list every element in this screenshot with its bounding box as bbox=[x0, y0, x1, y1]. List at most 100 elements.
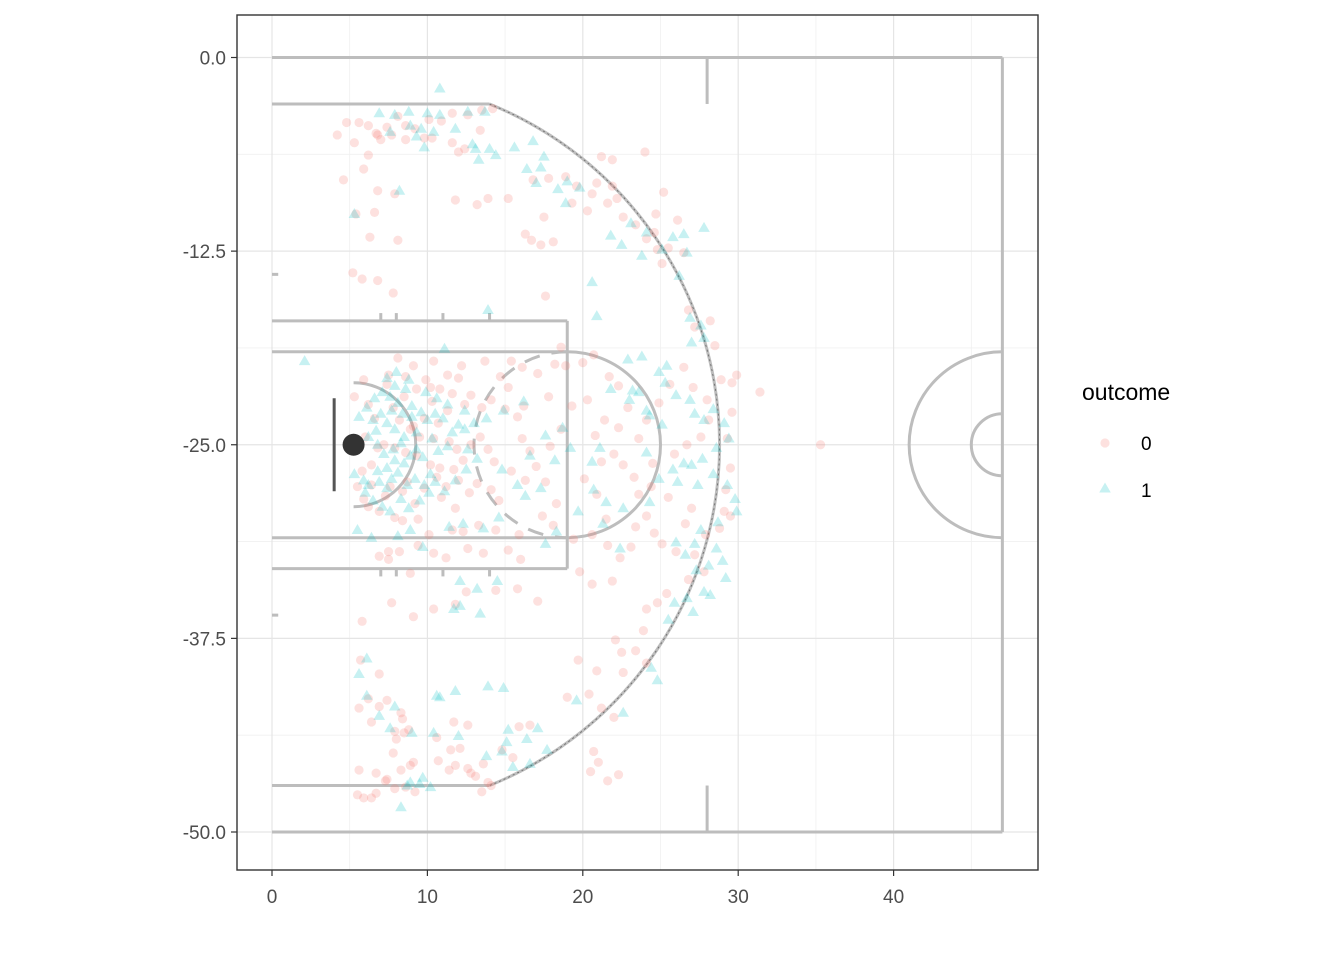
point-outcome-0 bbox=[463, 110, 473, 120]
point-outcome-0 bbox=[450, 195, 460, 205]
point-outcome-0 bbox=[520, 475, 530, 485]
point-outcome-1 bbox=[421, 413, 434, 424]
point-outcome-0 bbox=[453, 373, 464, 383]
panel-background bbox=[237, 15, 1038, 870]
point-outcome-0 bbox=[641, 511, 652, 521]
point-outcome-0 bbox=[388, 288, 398, 298]
point-outcome-0 bbox=[455, 743, 465, 753]
point-outcome-1 bbox=[351, 523, 364, 534]
point-outcome-0 bbox=[626, 542, 636, 552]
point-outcome-1 bbox=[418, 479, 431, 490]
point-outcome-0 bbox=[463, 720, 473, 730]
point-outcome-0 bbox=[421, 375, 431, 385]
point-outcome-1 bbox=[480, 750, 493, 761]
point-outcome-1 bbox=[395, 801, 407, 812]
point-outcome-0 bbox=[613, 381, 624, 391]
point-outcome-1 bbox=[493, 511, 505, 522]
point-outcome-1 bbox=[474, 607, 487, 618]
point-outcome-1 bbox=[421, 107, 434, 118]
point-outcome-0 bbox=[425, 460, 436, 470]
y-axis: 0.0 -12.5 -25.0 -37.5 -50.0 bbox=[183, 49, 237, 844]
point-outcome-0 bbox=[491, 525, 501, 535]
point-outcome-0 bbox=[603, 776, 613, 786]
point-outcome-0 bbox=[641, 604, 652, 614]
point-outcome-0 bbox=[537, 511, 547, 521]
point-outcome-0 bbox=[649, 227, 659, 238]
x-tick-label: 10 bbox=[417, 887, 438, 908]
point-outcome-1 bbox=[401, 479, 413, 490]
point-outcome-1 bbox=[441, 398, 454, 409]
point-outcome-0 bbox=[714, 523, 725, 533]
point-outcome-1 bbox=[667, 463, 679, 474]
point-outcome-1 bbox=[530, 176, 542, 187]
point-outcome-0 bbox=[435, 384, 445, 394]
point-outcome-1 bbox=[449, 474, 462, 485]
point-outcome-1 bbox=[668, 596, 681, 607]
point-outcome-0 bbox=[638, 626, 649, 636]
point-outcome-1 bbox=[521, 163, 533, 174]
point-outcome-0 bbox=[363, 121, 373, 131]
point-outcome-0 bbox=[475, 432, 485, 442]
point-outcome-1 bbox=[684, 311, 696, 322]
point-outcome-0 bbox=[640, 147, 650, 157]
point-outcome-0 bbox=[519, 401, 529, 411]
point-outcome-0 bbox=[446, 745, 456, 755]
point-outcome-1 bbox=[500, 736, 513, 747]
point-outcome-0 bbox=[373, 130, 383, 140]
point-outcome-0 bbox=[413, 514, 423, 524]
point-outcome-1 bbox=[662, 613, 675, 624]
point-outcome-1 bbox=[423, 486, 435, 497]
point-outcome-1 bbox=[622, 353, 634, 364]
court-ft-circle-outer bbox=[567, 350, 662, 540]
point-outcome-0 bbox=[383, 547, 394, 557]
point-outcome-1 bbox=[508, 141, 521, 152]
point-outcome-0 bbox=[512, 412, 523, 422]
panel-border bbox=[236, 14, 1039, 871]
point-outcome-1 bbox=[348, 468, 361, 479]
point-outcome-0 bbox=[568, 534, 579, 544]
point-outcome-1 bbox=[524, 449, 536, 460]
point-outcome-0 bbox=[609, 449, 619, 459]
point-outcome-0 bbox=[654, 398, 664, 408]
x-axis: 0 10 20 30 40 bbox=[267, 870, 904, 908]
legend-label-1: 1 bbox=[1141, 481, 1152, 502]
point-outcome-0 bbox=[366, 717, 377, 727]
point-outcome-1 bbox=[385, 404, 398, 415]
point-outcome-0 bbox=[348, 268, 358, 278]
point-outcome-0 bbox=[593, 757, 603, 767]
point-outcome-0 bbox=[374, 506, 384, 516]
point-outcome-1 bbox=[385, 472, 398, 483]
point-outcome-1 bbox=[651, 674, 664, 685]
point-outcome-0 bbox=[659, 187, 669, 197]
point-outcome-1 bbox=[472, 153, 485, 164]
point-outcome-0 bbox=[531, 461, 541, 472]
point-outcome-0 bbox=[391, 734, 401, 744]
point-outcome-0 bbox=[410, 787, 420, 797]
point-outcome-1 bbox=[573, 181, 586, 192]
point-outcome-0 bbox=[441, 481, 451, 492]
point-outcome-0 bbox=[646, 481, 656, 492]
point-outcome-0 bbox=[394, 415, 405, 425]
point-outcome-0 bbox=[486, 485, 496, 495]
point-outcome-0 bbox=[699, 567, 709, 577]
point-outcome-1 bbox=[373, 475, 386, 486]
point-outcome-1 bbox=[535, 161, 547, 172]
point-outcome-0 bbox=[460, 399, 470, 410]
point-outcome-1 bbox=[688, 407, 701, 418]
point-outcome-0 bbox=[401, 121, 411, 131]
point-outcome-0 bbox=[373, 443, 383, 453]
point-outcome-1 bbox=[388, 108, 401, 119]
point-outcome-1 bbox=[430, 392, 443, 403]
point-outcome-0 bbox=[578, 358, 588, 368]
point-outcome-0 bbox=[332, 130, 342, 140]
point-outcome-0 bbox=[587, 189, 597, 199]
point-outcome-0 bbox=[665, 379, 675, 389]
point-outcome-1 bbox=[381, 482, 393, 493]
point-outcome-0 bbox=[732, 370, 742, 380]
point-outcome-1 bbox=[362, 431, 375, 442]
point-outcome-1 bbox=[712, 516, 724, 527]
point-outcome-0 bbox=[401, 371, 411, 382]
point-outcome-0 bbox=[369, 207, 380, 217]
point-outcome-0 bbox=[402, 477, 412, 487]
point-outcome-0 bbox=[589, 746, 599, 757]
